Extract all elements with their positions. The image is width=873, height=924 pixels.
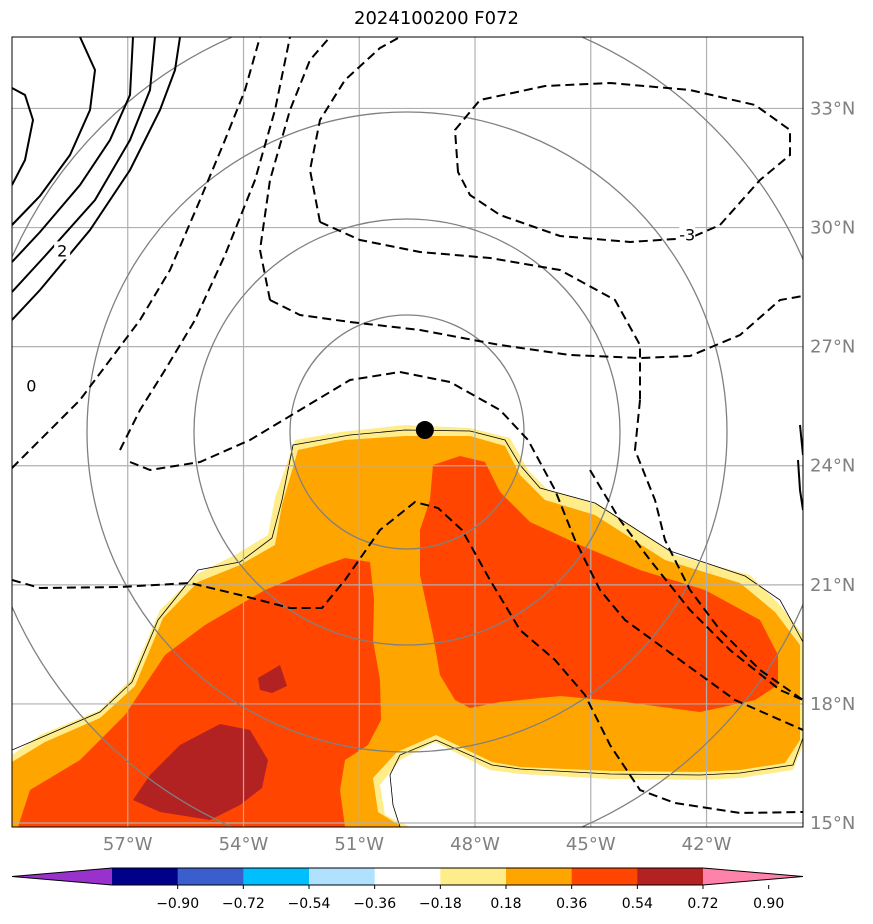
solid-contour-2 <box>12 37 156 293</box>
fill-level-0.54-a <box>18 558 381 827</box>
dashed-contour-7 <box>319 221 641 400</box>
colorbar-tick-label: 0.90 <box>753 896 784 912</box>
colorbar-tick-label: 0.54 <box>622 896 653 912</box>
colorbar-bin <box>440 868 507 885</box>
colorbar: −0.90 −0.72 −0.54 −0.36 −0.18 0.18 0.36 0.54 0.7… <box>11 867 804 912</box>
lat-tick-label: 21°N <box>810 575 855 596</box>
lon-tick-label: 57°W <box>103 834 153 855</box>
colorbar-bin <box>374 868 441 885</box>
colorbar-tick-label: −0.54 <box>288 896 331 912</box>
fill-zero-outline <box>12 429 803 827</box>
solid-contour-6 <box>797 424 803 511</box>
solid-contour-4 <box>12 37 97 226</box>
range-rings <box>12 37 803 827</box>
solid-contour-1 <box>12 37 181 321</box>
colorbar-tick-label: 0.72 <box>687 896 718 912</box>
lat-tick-label: 18°N <box>810 694 855 715</box>
lon-tick-label: 45°W <box>566 834 616 855</box>
range-ring-1 <box>289 314 525 550</box>
contour-label-bg <box>23 376 40 395</box>
contour-label-bg <box>54 241 71 260</box>
colorbar-tick-label: −0.90 <box>156 896 199 912</box>
colorbar-bin <box>309 868 376 885</box>
colorbar-tick-label: 0.18 <box>490 896 521 912</box>
dashed-contour-0 <box>12 37 261 469</box>
solid-contour-5 <box>12 87 35 186</box>
fill-level-0.72-a <box>133 724 268 820</box>
colorbar-tick-label: −0.72 <box>222 896 265 912</box>
colorbar-extend-max <box>703 868 803 885</box>
dashed-contour-10 <box>633 399 803 701</box>
colorbar-tick-label: −0.36 <box>353 896 396 912</box>
colorbar-bin <box>506 868 573 885</box>
lat-tick-label: 24°N <box>810 456 855 477</box>
dashed-contour-9 <box>589 469 803 701</box>
filled-contours <box>12 425 803 827</box>
dashed-contour-8 <box>453 81 791 244</box>
colorbar-bin <box>637 868 704 885</box>
lat-tick-label: 27°N <box>810 337 855 358</box>
colorbar-bin <box>112 868 179 885</box>
lon-tick-label: 54°W <box>219 834 269 855</box>
colorbar-extend-min <box>12 868 112 885</box>
contour-label-bg <box>679 225 696 244</box>
colorbar-tick-label: −0.18 <box>419 896 462 912</box>
lat-tick-label: 33°N <box>810 98 855 119</box>
colorbar-outline <box>11 867 804 886</box>
lon-tick-label: 48°W <box>450 834 500 855</box>
lon-tick-label: 42°W <box>682 834 732 855</box>
colorbar-bin <box>177 868 244 885</box>
dashed-contour-5 <box>269 295 803 360</box>
colorbar-bin <box>571 868 638 885</box>
range-ring-3 <box>86 111 728 753</box>
dashed-contour-2 <box>119 37 291 451</box>
storm-center-marker <box>415 421 434 440</box>
contour-label: -3 <box>679 225 695 244</box>
fill-level-0.54-b <box>420 456 778 712</box>
contour-label: 2 <box>57 241 67 260</box>
solid-contour-3 <box>12 37 134 263</box>
dashed-contour-4 <box>258 37 331 301</box>
lat-tick-label: 30°N <box>810 218 855 239</box>
fill-level-0.72-b <box>258 665 287 693</box>
colorbar-tick-label: 0.36 <box>556 896 587 912</box>
lon-tick-label: 51°W <box>334 834 384 855</box>
plot-frame <box>11 36 804 828</box>
dashed-contour-6 <box>308 37 401 223</box>
chart-title: 2024100200 F072 <box>354 8 519 29</box>
contour-label: 0 <box>26 376 36 395</box>
dashed-contour-1 <box>12 500 803 815</box>
range-ring-2 <box>193 218 621 646</box>
contour-lines <box>12 37 803 815</box>
colorbar-bin <box>243 868 310 885</box>
lat-tick-label: 15°N <box>810 813 855 834</box>
